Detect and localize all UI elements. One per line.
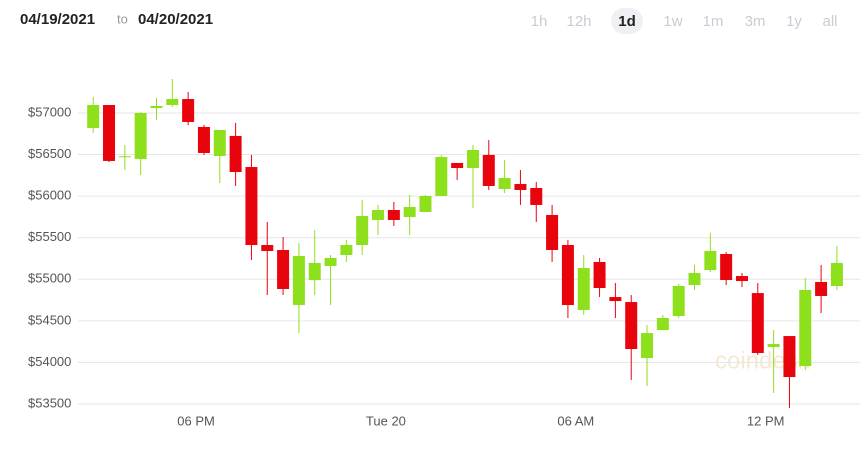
range-button[interactable]: all	[822, 13, 837, 30]
candle-body	[103, 105, 116, 161]
x-tick-label: 12 PM	[747, 413, 785, 428]
candle-body	[625, 302, 638, 350]
candle-body	[134, 112, 147, 159]
candle-body	[530, 187, 543, 205]
candle-body	[308, 262, 321, 281]
candle-body	[672, 285, 685, 317]
candle-body	[166, 99, 179, 106]
candle-body	[213, 129, 226, 156]
y-tick-label: $54500	[28, 312, 71, 327]
candle-body	[356, 215, 369, 246]
range-button[interactable]: 1m	[703, 13, 724, 30]
range-button[interactable]: 12h	[566, 13, 591, 30]
candle-body	[466, 149, 479, 169]
date-to: 04/20/2021	[138, 11, 213, 28]
y-tick-label: $56500	[28, 146, 71, 161]
candle-body	[783, 336, 796, 378]
range-button[interactable]: 1w	[663, 13, 682, 30]
candle-body	[87, 105, 100, 128]
candle-body	[577, 268, 590, 311]
y-tick-label: $55500	[28, 229, 71, 244]
range-button[interactable]: 3m	[745, 13, 766, 30]
candle-body	[277, 250, 290, 289]
range-button[interactable]: 1y	[786, 13, 802, 30]
candle-body	[593, 261, 606, 288]
candle-body	[815, 282, 828, 296]
candle-body	[419, 195, 432, 213]
y-tick-label: $55000	[28, 271, 71, 286]
candle-body	[751, 293, 764, 354]
candle-body	[799, 289, 812, 367]
range-button[interactable]: 1d	[618, 13, 636, 30]
candle-body	[324, 257, 337, 266]
candle-body	[372, 210, 385, 220]
date-from: 04/19/2021	[20, 11, 95, 28]
candle-body	[229, 135, 242, 173]
candle-body	[514, 183, 527, 190]
candle-body	[197, 126, 210, 153]
candle-body	[767, 344, 780, 348]
candle-body	[720, 253, 733, 281]
candle-body	[735, 276, 748, 282]
candle-body	[182, 99, 195, 122]
candle-body	[261, 245, 274, 251]
candle-body	[150, 106, 163, 109]
candle-body	[546, 215, 559, 250]
candle-body	[118, 156, 131, 158]
date-separator: to	[117, 11, 128, 26]
y-tick-label: $56000	[28, 188, 71, 203]
y-tick-label: $54000	[28, 354, 71, 369]
candle-body	[435, 156, 448, 196]
candle-body	[482, 154, 495, 186]
candle-body	[498, 178, 511, 189]
candle-body	[340, 245, 353, 255]
range-highlight	[611, 8, 643, 34]
candle-body	[830, 262, 843, 286]
candle-body	[561, 245, 574, 306]
range-button[interactable]: 1h	[531, 13, 548, 30]
candle-body	[245, 167, 258, 246]
candle-body	[451, 162, 464, 169]
candle-body	[641, 333, 654, 359]
candle-body	[656, 318, 669, 331]
candle-body	[704, 250, 717, 271]
candle-body	[387, 210, 400, 220]
x-tick-label: 06 AM	[557, 413, 594, 428]
x-tick-label: Tue 20	[366, 413, 406, 428]
candle-body	[609, 297, 622, 302]
candle-body	[292, 255, 305, 306]
candle-body	[688, 273, 701, 285]
candle-body	[403, 206, 416, 217]
x-tick-label: 06 PM	[177, 413, 215, 428]
y-tick-label: $53500	[28, 395, 71, 410]
y-tick-label: $57000	[28, 104, 71, 119]
